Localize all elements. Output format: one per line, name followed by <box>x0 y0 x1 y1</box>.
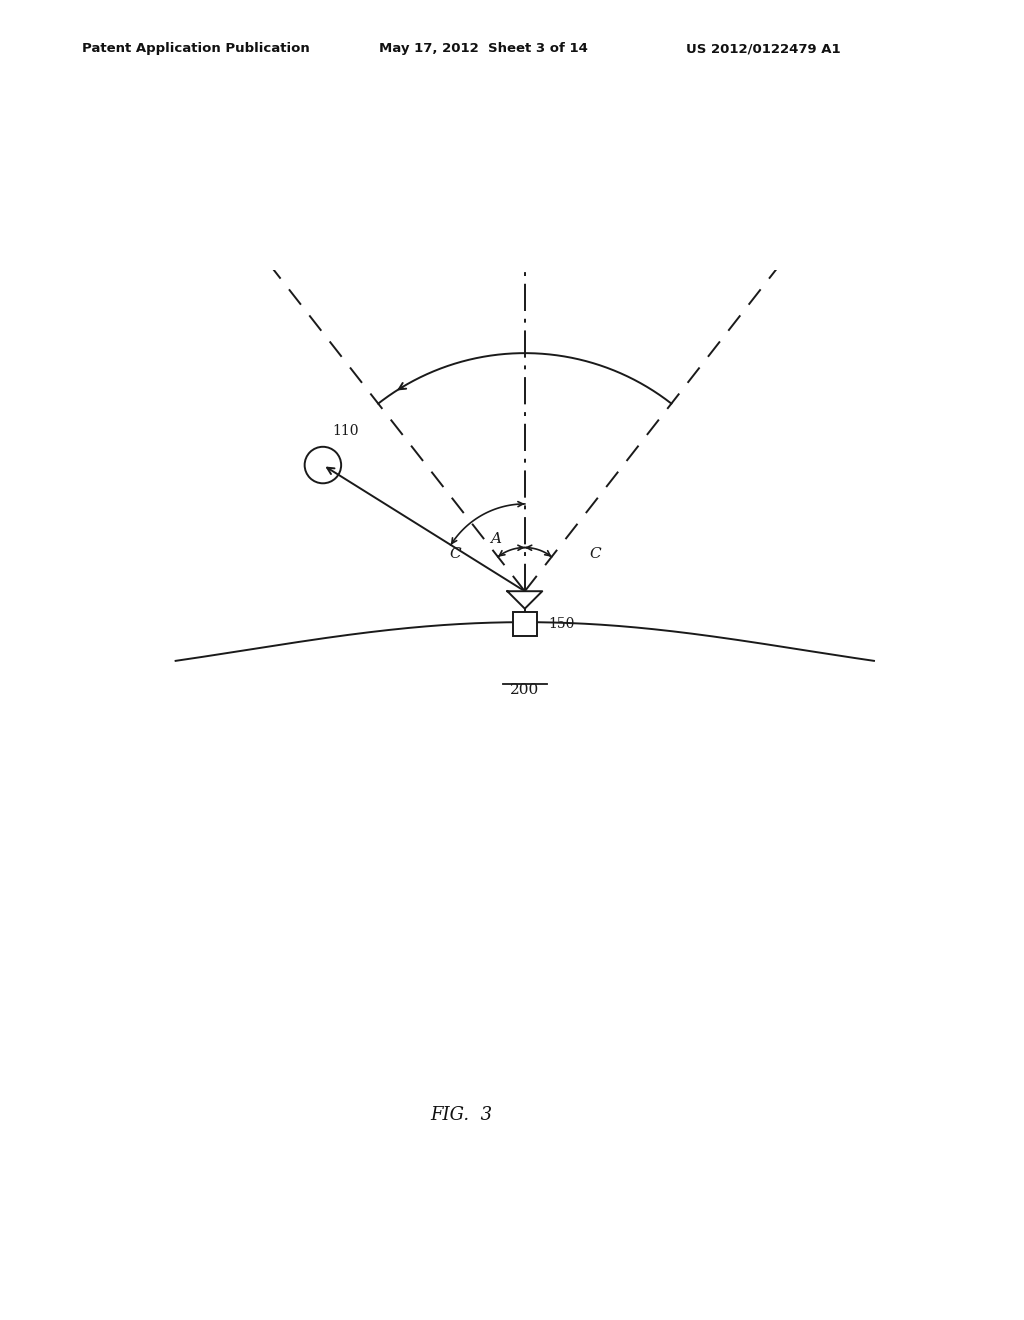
Text: A: A <box>490 532 502 546</box>
Text: 200: 200 <box>510 684 540 697</box>
Bar <box>513 612 537 636</box>
Text: C: C <box>450 546 461 561</box>
Text: 150: 150 <box>549 616 575 631</box>
Text: C: C <box>589 546 600 561</box>
Text: Patent Application Publication: Patent Application Publication <box>82 42 309 55</box>
Text: US 2012/0122479 A1: US 2012/0122479 A1 <box>686 42 841 55</box>
Text: 110: 110 <box>332 424 358 438</box>
Text: FIG.  3: FIG. 3 <box>430 1106 493 1125</box>
Text: May 17, 2012  Sheet 3 of 14: May 17, 2012 Sheet 3 of 14 <box>379 42 588 55</box>
